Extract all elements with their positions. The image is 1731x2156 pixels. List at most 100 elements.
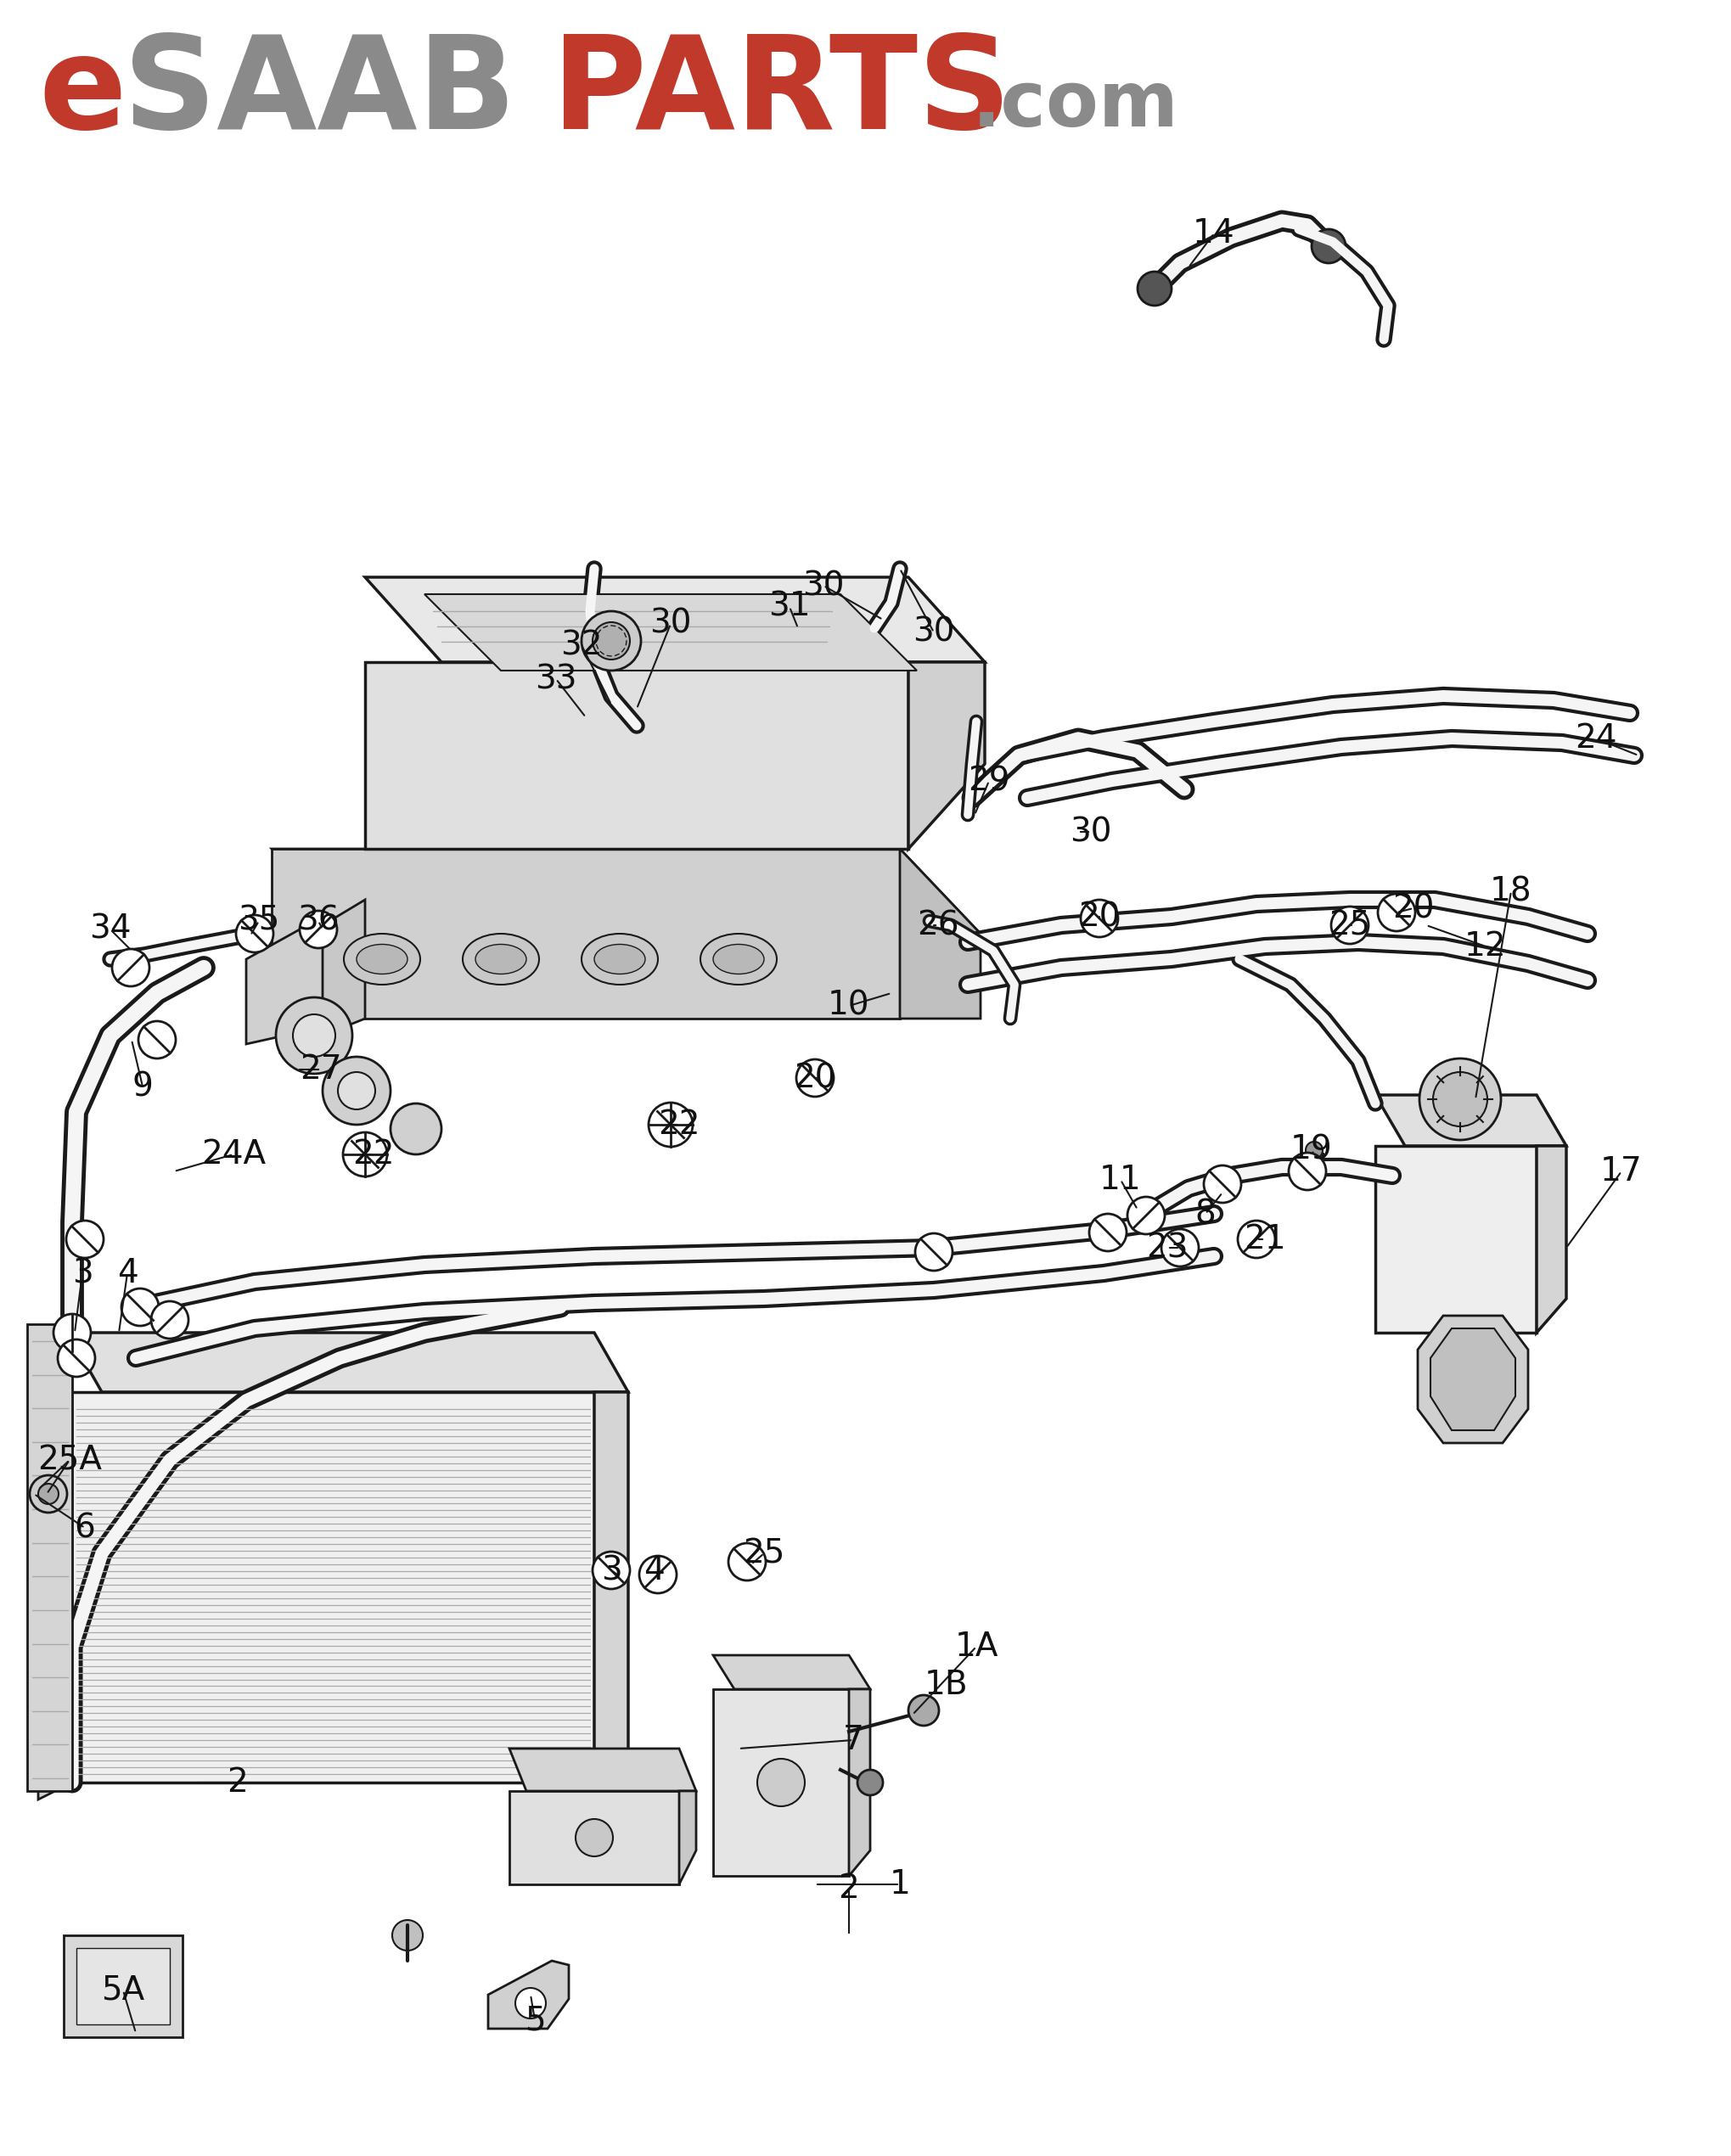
Circle shape — [346, 1136, 384, 1173]
Circle shape — [1288, 1153, 1326, 1190]
Ellipse shape — [594, 944, 646, 975]
Circle shape — [649, 1102, 692, 1147]
Circle shape — [293, 1013, 336, 1056]
Circle shape — [592, 1552, 630, 1589]
Circle shape — [121, 1289, 159, 1326]
Ellipse shape — [344, 934, 421, 985]
Text: 26: 26 — [917, 910, 959, 942]
Text: 30: 30 — [1070, 815, 1111, 847]
Circle shape — [1162, 1229, 1198, 1266]
Circle shape — [592, 623, 630, 660]
Text: 24A: 24A — [201, 1138, 265, 1171]
Text: 12: 12 — [1464, 929, 1506, 962]
Text: 1: 1 — [890, 1869, 911, 1899]
Text: 19: 19 — [1290, 1134, 1333, 1166]
Text: SAAB: SAAB — [123, 30, 516, 155]
Polygon shape — [509, 1749, 696, 1792]
Circle shape — [516, 1988, 545, 2018]
Text: 24: 24 — [1573, 722, 1617, 755]
Ellipse shape — [582, 934, 658, 985]
Text: 36: 36 — [298, 906, 339, 938]
Circle shape — [756, 1759, 805, 1807]
Circle shape — [575, 1820, 613, 1856]
Text: 32: 32 — [561, 630, 602, 662]
Circle shape — [113, 949, 149, 985]
Polygon shape — [900, 849, 980, 1018]
Circle shape — [1089, 1214, 1125, 1250]
Text: 25: 25 — [1328, 910, 1371, 942]
Polygon shape — [272, 849, 980, 934]
Polygon shape — [68, 1393, 594, 1783]
Polygon shape — [909, 662, 985, 849]
Text: 30: 30 — [912, 617, 954, 649]
Text: 25A: 25A — [38, 1445, 102, 1477]
Polygon shape — [272, 849, 900, 1018]
Circle shape — [909, 1695, 938, 1725]
Polygon shape — [594, 1393, 628, 1783]
Polygon shape — [424, 595, 916, 671]
Text: 5: 5 — [524, 2005, 545, 2035]
Text: 8: 8 — [1194, 1199, 1215, 1229]
Circle shape — [639, 1557, 677, 1593]
Text: 3: 3 — [71, 1257, 93, 1289]
Text: 6: 6 — [74, 1511, 95, 1544]
Circle shape — [275, 998, 351, 1074]
Circle shape — [914, 1233, 952, 1270]
Polygon shape — [713, 1656, 869, 1688]
Text: 22: 22 — [658, 1108, 699, 1141]
Text: 18: 18 — [1489, 875, 1532, 908]
Circle shape — [1310, 229, 1345, 263]
Ellipse shape — [713, 944, 763, 975]
Polygon shape — [848, 1688, 869, 1876]
Polygon shape — [509, 1792, 679, 1884]
Circle shape — [138, 1022, 175, 1059]
Circle shape — [1419, 1059, 1501, 1141]
Text: 20: 20 — [1078, 901, 1120, 934]
Circle shape — [1127, 1197, 1165, 1233]
Polygon shape — [488, 1960, 568, 2029]
Circle shape — [29, 1475, 68, 1514]
Polygon shape — [365, 578, 985, 662]
Ellipse shape — [476, 944, 526, 975]
Circle shape — [151, 1302, 189, 1339]
Text: 10: 10 — [827, 990, 869, 1022]
Text: 31: 31 — [769, 591, 810, 623]
Polygon shape — [1430, 1328, 1515, 1429]
Text: 20: 20 — [793, 1063, 836, 1093]
Polygon shape — [38, 1332, 73, 1800]
Circle shape — [582, 610, 640, 671]
Circle shape — [1203, 1166, 1241, 1203]
Text: 1B: 1B — [924, 1669, 968, 1701]
Circle shape — [343, 1132, 388, 1177]
Circle shape — [796, 1059, 833, 1097]
Circle shape — [857, 1770, 883, 1796]
Circle shape — [338, 1072, 376, 1110]
Text: 11: 11 — [1099, 1164, 1141, 1197]
Ellipse shape — [462, 934, 538, 985]
Text: 35: 35 — [237, 906, 280, 938]
Polygon shape — [68, 1332, 628, 1393]
Text: 25: 25 — [743, 1537, 784, 1570]
Circle shape — [1305, 1143, 1322, 1158]
Text: 30: 30 — [801, 569, 845, 602]
Text: 30: 30 — [649, 608, 691, 640]
Circle shape — [57, 1339, 95, 1378]
Circle shape — [235, 914, 273, 953]
Ellipse shape — [357, 944, 407, 975]
Text: PARTS: PARTS — [552, 30, 1011, 155]
Polygon shape — [1418, 1315, 1527, 1442]
Circle shape — [66, 1220, 104, 1257]
Circle shape — [1238, 1220, 1274, 1257]
Text: 14: 14 — [1193, 218, 1234, 250]
Circle shape — [651, 1106, 689, 1143]
Text: 5A: 5A — [102, 1975, 145, 2007]
Text: 4: 4 — [116, 1257, 138, 1289]
Circle shape — [391, 1921, 422, 1951]
Circle shape — [1331, 906, 1367, 944]
Text: 3: 3 — [601, 1554, 621, 1587]
Text: 33: 33 — [535, 662, 576, 694]
Circle shape — [1080, 899, 1118, 938]
Polygon shape — [76, 1949, 170, 2024]
Polygon shape — [280, 899, 365, 1052]
Circle shape — [54, 1313, 90, 1352]
